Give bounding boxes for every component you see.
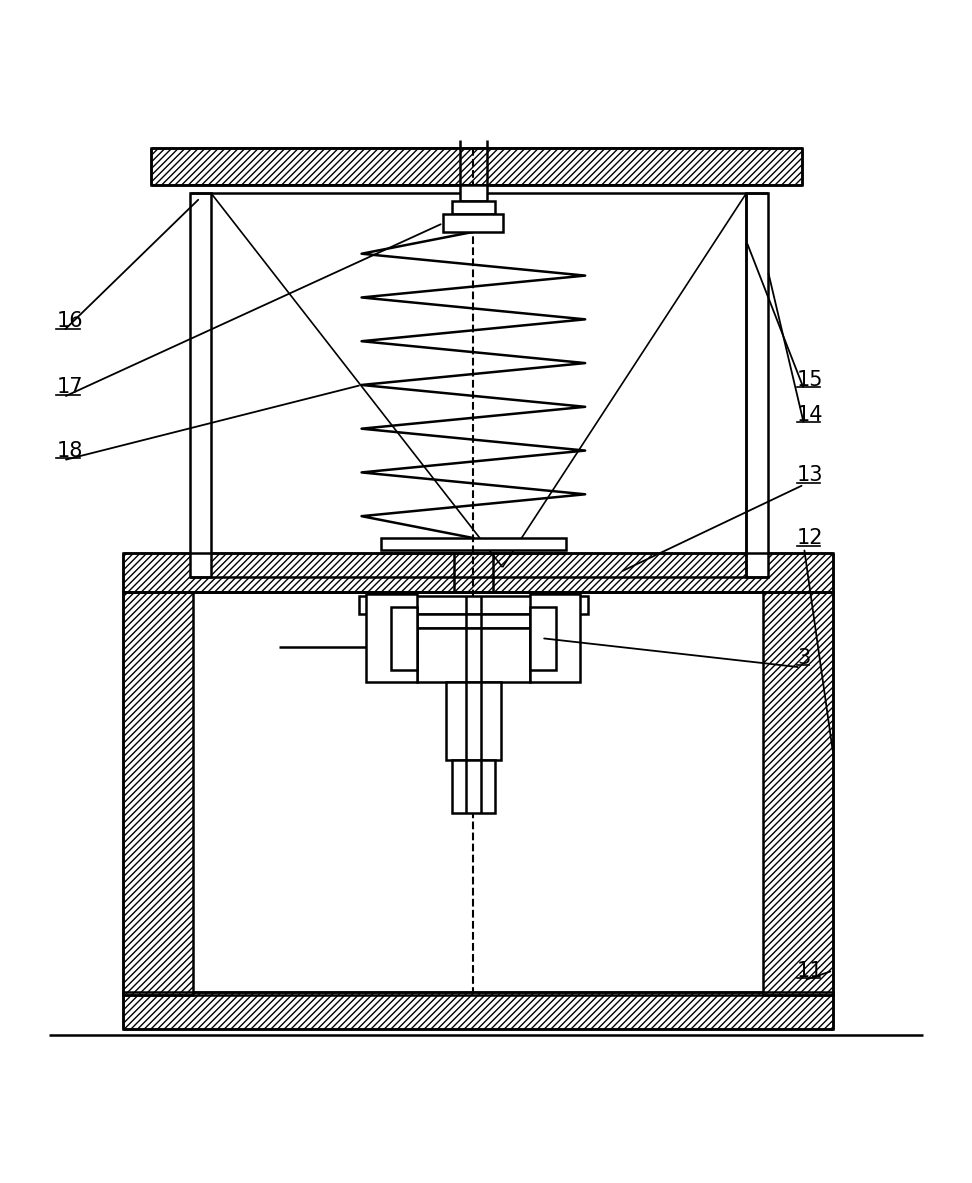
Text: 15: 15 bbox=[797, 369, 823, 389]
Bar bbox=[417, 628, 530, 681]
Bar bbox=[746, 193, 768, 577]
Text: 17: 17 bbox=[56, 377, 83, 397]
Bar bbox=[123, 552, 833, 592]
Text: 18: 18 bbox=[56, 440, 83, 460]
Bar bbox=[443, 214, 503, 232]
Bar bbox=[452, 759, 495, 813]
Bar bbox=[391, 614, 556, 628]
Text: 3: 3 bbox=[797, 647, 811, 667]
Bar bbox=[763, 592, 833, 995]
Bar bbox=[452, 201, 495, 214]
Bar bbox=[530, 594, 580, 681]
Bar bbox=[123, 592, 833, 995]
Bar bbox=[391, 607, 417, 671]
Bar bbox=[460, 186, 487, 201]
Text: 13: 13 bbox=[797, 465, 823, 485]
Bar bbox=[151, 148, 802, 186]
Bar bbox=[123, 592, 193, 995]
Text: 16: 16 bbox=[56, 311, 83, 331]
Bar bbox=[190, 193, 211, 577]
Bar bbox=[123, 993, 833, 1029]
Bar bbox=[366, 594, 417, 681]
Bar bbox=[359, 596, 588, 614]
Bar bbox=[446, 681, 501, 759]
Bar bbox=[530, 607, 556, 671]
Text: 14: 14 bbox=[797, 405, 823, 425]
Bar bbox=[381, 538, 566, 550]
Text: 11: 11 bbox=[797, 961, 823, 981]
Text: 12: 12 bbox=[797, 528, 823, 548]
